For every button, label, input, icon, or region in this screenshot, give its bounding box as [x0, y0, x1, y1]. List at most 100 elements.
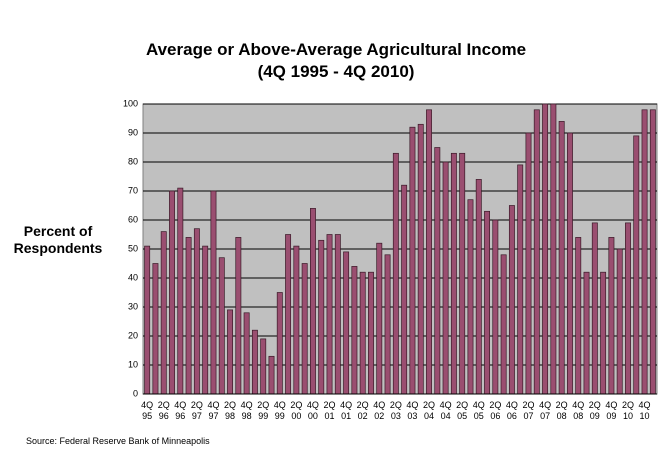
chart-title: Average or Above-Average Agricultural In… [145, 40, 527, 59]
bar [227, 309, 233, 395]
x-tick-label: 2Q 02 [356, 400, 369, 421]
x-tick-label: 4Q 09 [605, 400, 618, 421]
x-tick-label: 2Q 96 [157, 400, 170, 421]
bar [492, 219, 499, 395]
y-tick-label: 80 [128, 156, 138, 166]
x-tick-label: 4Q 03 [406, 400, 419, 421]
x-tick-label: 4Q 97 [207, 400, 220, 421]
x-tick-label: 2Q 07 [522, 400, 535, 421]
bar [450, 152, 457, 395]
bar [368, 271, 374, 395]
bar [542, 103, 549, 395]
x-tick-label: 2Q 99 [257, 400, 270, 421]
bar [202, 245, 209, 395]
bar [160, 231, 167, 395]
bar [508, 205, 515, 395]
bar [600, 271, 607, 395]
bar [210, 190, 217, 395]
bar [152, 263, 159, 395]
bar [525, 132, 532, 395]
bar [285, 234, 292, 395]
bar [177, 187, 184, 395]
bar [144, 245, 151, 395]
bar [550, 103, 557, 395]
bar [310, 208, 316, 395]
bar [417, 123, 424, 395]
bar [484, 210, 490, 395]
x-tick-label: 2Q 06 [489, 400, 502, 421]
bar [243, 312, 250, 395]
x-tick-label: 4Q 00 [306, 400, 319, 421]
bar [185, 237, 192, 395]
x-tick-label: 2Q 04 [423, 400, 436, 421]
y-tick-label: 70 [128, 185, 138, 195]
bar [376, 242, 383, 395]
bar [260, 338, 267, 395]
bar [169, 190, 175, 395]
bar [218, 257, 225, 395]
x-tick-label: 4Q 04 [439, 400, 452, 421]
bar [583, 271, 590, 395]
bar [351, 266, 358, 395]
x-tick-label: 4Q 95 [141, 400, 154, 421]
bar [318, 239, 325, 395]
bar [334, 234, 341, 395]
chart-subtitle: (4Q 1995 - 4Q 2010) [257, 62, 415, 81]
bar [533, 109, 540, 395]
x-tick-label: 4Q 01 [340, 400, 353, 421]
bar [392, 152, 399, 395]
bar [251, 329, 258, 395]
bar [193, 228, 200, 395]
bar [517, 164, 524, 395]
source: Source: Federal Reserve Bank of Minneapo… [26, 436, 210, 446]
bar [293, 245, 300, 395]
y-tick-label: 20 [128, 330, 138, 340]
bar [625, 222, 631, 395]
y-tick-label: 10 [128, 359, 138, 369]
bar [426, 109, 432, 395]
bar [301, 263, 308, 395]
x-tick-label: 2Q 05 [456, 400, 469, 421]
y-tick-label: 90 [128, 127, 138, 137]
bar [575, 237, 582, 395]
bar [343, 251, 350, 395]
x-tick-label: 2Q 09 [588, 400, 601, 421]
bar [359, 271, 366, 395]
bar [500, 254, 507, 395]
x-tick-label: 4Q 96 [174, 400, 187, 421]
bar [475, 179, 482, 395]
bar [235, 237, 242, 395]
bar [558, 121, 565, 395]
x-tick-label: 4Q 05 [472, 400, 485, 421]
x-tick-label: 4Q 07 [539, 400, 552, 421]
x-tick-label: 2Q 08 [555, 400, 568, 421]
bar [326, 234, 333, 395]
bar [649, 109, 656, 395]
y-tick-label: 40 [128, 272, 138, 282]
x-tick-label: 2Q 03 [389, 400, 402, 421]
bar [434, 147, 441, 395]
y-axis-label: Percent of Respondents [13, 223, 103, 256]
x-tick-label: 4Q 99 [273, 400, 286, 421]
x-tick-label: 2Q 01 [323, 400, 336, 421]
bar [467, 199, 474, 395]
bar [276, 292, 283, 395]
bar [401, 184, 408, 395]
bar [384, 254, 391, 395]
x-tick-label: 4Q 08 [572, 400, 585, 421]
y-tick-label: 0 [133, 388, 138, 398]
bar [567, 132, 573, 395]
bar [608, 237, 615, 395]
bar [409, 126, 416, 395]
x-tick-label: 4Q 98 [240, 400, 253, 421]
bar [268, 355, 275, 395]
y-tick-label: 60 [128, 214, 138, 224]
x-tick-label: 2Q 98 [224, 400, 237, 421]
bar [633, 135, 640, 395]
y-tick-label: 30 [128, 301, 138, 311]
x-tick-label: 4Q 06 [505, 400, 518, 421]
x-tick-label: 4Q 10 [638, 400, 651, 421]
x-tick-label: 2Q 10 [621, 400, 634, 421]
